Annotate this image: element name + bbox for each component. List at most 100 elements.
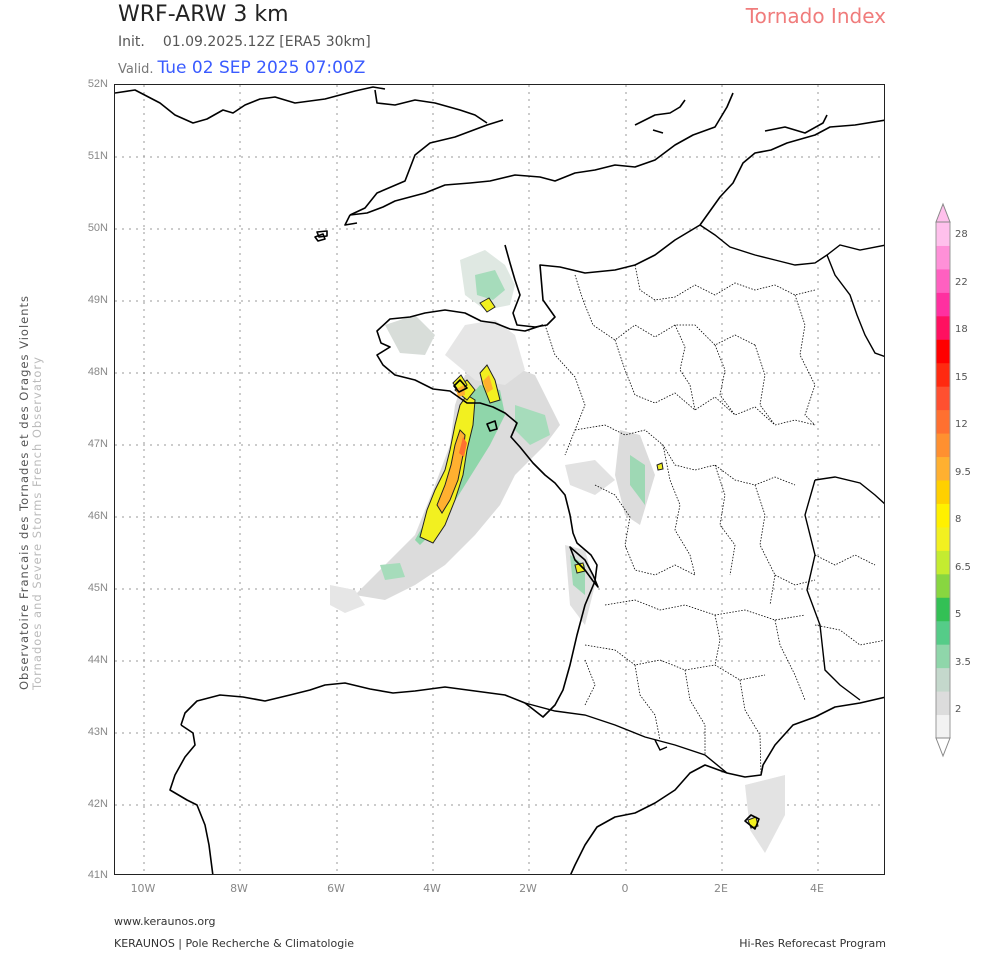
product-title: Tornado Index <box>745 4 886 28</box>
colorbar-cell <box>936 409 950 434</box>
lat-label: 48N <box>87 366 108 378</box>
lat-label: 52N <box>87 78 108 90</box>
index-area-green <box>630 455 645 505</box>
index-area-light <box>445 320 525 385</box>
colorbar-label: 6.5 <box>955 562 971 573</box>
colorbar-cell <box>936 550 950 575</box>
swiss-border <box>814 476 884 505</box>
colorbar-label: 8 <box>955 514 962 525</box>
lat-label: 44N <box>87 654 108 666</box>
lon-label: 6W <box>327 882 345 895</box>
index-area-yellow <box>479 297 496 313</box>
colorbar-label: 28 <box>955 229 968 240</box>
lon-label: 10W <box>130 882 156 895</box>
brittany-coast <box>376 309 598 582</box>
colorbar-label: 3.5 <box>955 657 971 668</box>
colorbar-label: 18 <box>955 324 968 335</box>
lon-label: 0 <box>621 882 629 895</box>
valid-row: Valid. Tue 02 SEP 2025 07:00Z <box>118 58 365 78</box>
lat-label: 42N <box>87 798 108 810</box>
colorbar-top-triangle <box>935 202 951 223</box>
lon-label: 2E <box>714 882 728 895</box>
north-coast <box>699 119 884 226</box>
colorbar-label: 15 <box>955 372 968 383</box>
index-area-yellow <box>656 462 664 471</box>
init-label: Init. <box>118 34 145 50</box>
coastlines <box>115 86 884 874</box>
footer-url[interactable]: www.keraunos.org <box>114 915 216 928</box>
index-area-red <box>459 437 467 457</box>
colorbar-cell <box>936 268 950 293</box>
model-title: WRF-ARW 3 km <box>118 2 289 27</box>
map-canvas <box>115 85 884 874</box>
island-outline <box>453 379 468 393</box>
colorbar-cell <box>936 339 950 364</box>
valid-label: Valid. <box>118 62 154 77</box>
island-outline <box>486 420 498 432</box>
colorbar-cell <box>936 644 950 669</box>
index-area-orange <box>436 429 466 514</box>
init-value: 01.09.2025.12Z [ERA5 30km] <box>162 34 371 50</box>
index-area-light <box>745 775 785 853</box>
country-borders <box>524 224 884 774</box>
colorbar-cell <box>936 620 950 645</box>
side-credit: Observatoire Francais des Tornades et de… <box>17 295 44 690</box>
colorbar-label: 22 <box>955 277 968 288</box>
lat-label: 47N <box>87 438 108 450</box>
lon-label: 8W <box>230 882 248 895</box>
lon-label: 4W <box>423 882 441 895</box>
colorbar-cell <box>936 714 950 739</box>
colorbar-label: 5 <box>955 609 962 620</box>
colorbar-label: 9.5 <box>955 467 971 478</box>
index-area-orange <box>483 375 493 393</box>
belgium-border <box>699 224 884 266</box>
iberia-coast <box>169 724 214 874</box>
colorbar-cell <box>936 292 950 317</box>
colorbar-cell <box>936 667 950 692</box>
colorbar-cell <box>936 573 950 598</box>
index-area-light <box>385 315 435 355</box>
index-area-light <box>330 585 365 613</box>
gironde-estuary <box>569 546 599 588</box>
england-coast <box>115 86 828 226</box>
lat-label: 41N <box>87 869 108 881</box>
colorbar-cells <box>935 221 951 739</box>
colorbar <box>935 202 951 758</box>
island-outline <box>744 814 760 830</box>
colorbar-cell <box>936 362 950 387</box>
valid-value: Tue 02 SEP 2025 07:00Z <box>157 58 366 78</box>
colorbar-label: 12 <box>955 419 968 430</box>
colorbar-cell <box>936 386 950 411</box>
side-credit-line2: Tornadoes and Severe Storms French Obser… <box>30 356 44 690</box>
lat-label: 50N <box>87 222 108 234</box>
colorbar-cell <box>936 691 950 716</box>
italy-border <box>804 479 861 701</box>
footer-credit: KERAUNOS | Pole Recherche & Climatologie <box>114 937 355 950</box>
colorbar-cell <box>936 433 950 458</box>
colorbar-cell <box>936 526 950 551</box>
colorbar-cell <box>936 597 950 622</box>
colorbar-label: 2 <box>955 704 962 715</box>
channel-island <box>314 233 326 242</box>
lat-label: 43N <box>87 726 108 738</box>
lat-label: 49N <box>87 294 108 306</box>
aquitaine-coast <box>180 580 596 726</box>
lon-label: 4E <box>810 882 824 895</box>
germany-border <box>826 254 884 358</box>
index-area-light <box>565 460 615 495</box>
andorra-border <box>654 739 668 751</box>
med-coast <box>570 696 884 874</box>
island-outline <box>316 230 328 238</box>
init-row: Init. 01.09.2025.12Z [ERA5 30km] <box>118 34 371 50</box>
colorbar-bottom-triangle <box>935 737 951 758</box>
spain-border <box>524 702 728 774</box>
tornado-index-field <box>330 250 785 853</box>
colorbar-cell <box>936 245 950 270</box>
colorbar-cell <box>936 315 950 340</box>
lon-label: 2W <box>519 882 537 895</box>
colorbar-cell <box>936 456 950 481</box>
index-area-green <box>380 563 405 580</box>
forecast-map[interactable] <box>114 84 885 875</box>
footer-program: Hi-Res Reforecast Program <box>739 937 886 950</box>
colorbar-cell <box>936 503 950 528</box>
